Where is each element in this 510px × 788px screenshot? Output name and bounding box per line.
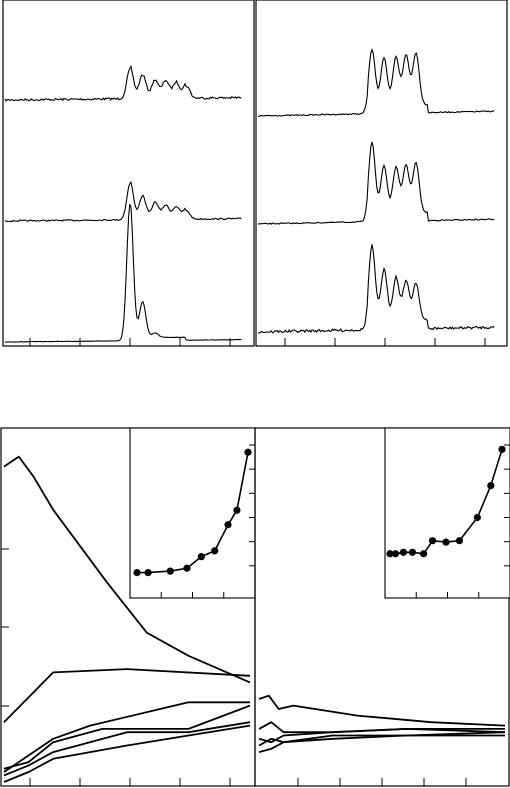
inset-point: [197, 553, 205, 561]
spectra-panel-left: [2, 0, 255, 347]
series-line: [3, 701, 250, 773]
series-line: [3, 704, 251, 770]
spectrum-trace: [4, 203, 242, 343]
spectrum-trace: [4, 64, 242, 102]
spectrum-trace: [4, 180, 242, 223]
series-line: [258, 694, 506, 727]
spectrum-trace: [258, 48, 495, 117]
inset-point: [498, 445, 506, 453]
series-line: [3, 724, 251, 783]
series-line: [258, 734, 505, 753]
inset-point: [473, 513, 481, 522]
spectrum-trace: [257, 244, 495, 334]
inset-point: [183, 564, 191, 572]
spectra-panel-right: [255, 0, 508, 347]
inset-frame: [384, 427, 510, 599]
spectrum-trace: [257, 141, 495, 225]
series-line: [3, 721, 251, 777]
inset-point: [244, 448, 252, 456]
inset-point: [166, 567, 174, 575]
inset-point: [211, 547, 219, 555]
chart-marks: [3, 48, 506, 783]
inset-point: [455, 537, 464, 545]
inset-point: [428, 537, 437, 545]
series-line: [3, 455, 251, 684]
inset-point: [224, 521, 232, 529]
series-line: [3, 668, 251, 723]
series-line: [258, 728, 505, 744]
inset-point: [442, 538, 450, 546]
inset-point: [392, 550, 400, 558]
inset-point: [487, 482, 495, 490]
inset-point: [133, 569, 141, 577]
inset-point: [408, 548, 416, 556]
inset-point: [399, 548, 408, 556]
inset-point: [233, 506, 241, 514]
inset-point: [386, 550, 394, 558]
inset-point: [420, 550, 428, 558]
inset-point: [144, 569, 152, 577]
